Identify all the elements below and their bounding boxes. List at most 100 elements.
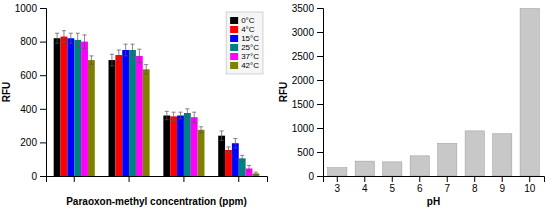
legend-label: 42°C <box>241 61 259 70</box>
legend: 0°C4°C15°C25°C37°C42°C <box>226 12 263 74</box>
axis-line <box>324 177 545 183</box>
tick: 1000 <box>292 123 323 134</box>
legend-label: 4°C <box>241 25 255 34</box>
tick <box>238 176 239 182</box>
legend-swatch <box>230 44 238 51</box>
error-bar <box>144 65 148 74</box>
tick-label: 0 <box>31 171 37 182</box>
tick-mark <box>40 142 46 143</box>
error-bar <box>55 33 59 43</box>
bar <box>410 156 429 176</box>
bar <box>198 130 205 176</box>
tick-label: 7 <box>444 183 450 194</box>
tick-label: 3000 <box>292 27 315 38</box>
tick: 600 <box>20 70 46 81</box>
legend-swatch <box>230 53 238 60</box>
legend-entry: 37°C <box>230 52 259 61</box>
tick: 400 <box>20 104 46 115</box>
legend-entry: 4°C <box>230 25 255 34</box>
legend-entry: 15°C <box>230 34 259 43</box>
tick <box>74 176 75 182</box>
tick: 0 <box>31 171 46 182</box>
error-bar <box>69 33 73 43</box>
axis-line <box>317 9 324 177</box>
bar <box>122 50 129 176</box>
tick-label: 1500 <box>292 99 315 110</box>
bar <box>143 69 150 176</box>
legend-entry: 25°C <box>230 43 259 52</box>
tick-mark <box>183 176 184 182</box>
error-bar <box>76 33 80 46</box>
tick: 10 <box>524 176 536 194</box>
tick <box>183 176 184 182</box>
tick-label: 3 <box>335 183 341 194</box>
tick-mark <box>529 176 530 182</box>
tick-mark <box>74 176 75 182</box>
legend-swatch <box>230 62 238 69</box>
x-axis-title: Paraoxon-methyl concentration (ppm) <box>66 196 247 207</box>
tick-label: 5 <box>389 183 395 194</box>
tick-label: 600 <box>20 70 37 81</box>
tick-mark <box>317 128 323 129</box>
tick <box>129 176 130 182</box>
tick-mark <box>238 176 239 182</box>
tick-mark <box>40 109 46 110</box>
bar <box>170 116 177 176</box>
tick-label: 6 <box>417 183 423 194</box>
tick: 500 <box>297 147 323 158</box>
panel: 0500100015002000250030003500345678910pHR… <box>278 3 545 207</box>
y-axis: 0 200 400 600 800 1000 <box>15 3 47 182</box>
y-axis-title: RFU <box>1 82 12 103</box>
legend-label: 37°C <box>241 52 259 61</box>
tick-mark <box>474 176 475 182</box>
error-bar <box>233 139 237 148</box>
tick: 1000 <box>15 3 46 14</box>
bar <box>383 162 402 176</box>
bar <box>355 161 374 176</box>
error-bar <box>247 165 251 171</box>
tick-mark <box>317 56 323 57</box>
bar <box>191 117 198 176</box>
tick-mark <box>447 176 448 182</box>
tick: 1500 <box>292 99 323 110</box>
tick: 7 <box>444 176 450 194</box>
error-bar <box>226 147 230 153</box>
legend-swatch <box>230 26 238 33</box>
bar <box>74 40 81 176</box>
x-axis <box>47 176 268 182</box>
tick-label: 4 <box>362 183 368 194</box>
error-bar <box>165 111 169 119</box>
y-axis-title: RFU <box>278 82 289 103</box>
bar <box>115 55 122 176</box>
tick-mark <box>317 80 323 81</box>
chart-container: 0 200 400 600 800 1000 Paraoxon-methyl concent… <box>0 0 554 210</box>
tick-mark <box>337 176 338 182</box>
tick-mark <box>129 176 130 182</box>
tick: 3000 <box>292 27 323 38</box>
tick: 0 <box>308 171 323 182</box>
tick: 3 <box>335 176 341 194</box>
tick-label: 200 <box>20 137 37 148</box>
bar <box>88 60 95 176</box>
panel: 0 200 400 600 800 1000 Paraoxon-methyl concent… <box>1 3 268 207</box>
legend-box <box>226 12 263 74</box>
error-bar <box>89 56 93 64</box>
legend-swatch <box>230 35 238 42</box>
error-bar <box>199 127 203 133</box>
error-bar <box>137 49 141 62</box>
bar <box>184 113 191 176</box>
tick: 800 <box>20 36 46 47</box>
error-bar <box>185 109 189 117</box>
bar <box>136 56 143 176</box>
error-bar <box>172 112 176 120</box>
tick-label: 0 <box>308 171 314 182</box>
tick-mark <box>40 8 46 9</box>
tick-mark <box>317 32 323 33</box>
bar <box>81 42 88 176</box>
legend-label: 25°C <box>241 43 259 52</box>
tick-label: 9 <box>499 183 505 194</box>
tick: 6 <box>417 176 423 194</box>
tick-label: 2000 <box>292 75 315 86</box>
tick-mark <box>364 176 365 182</box>
error-bar <box>240 155 244 161</box>
